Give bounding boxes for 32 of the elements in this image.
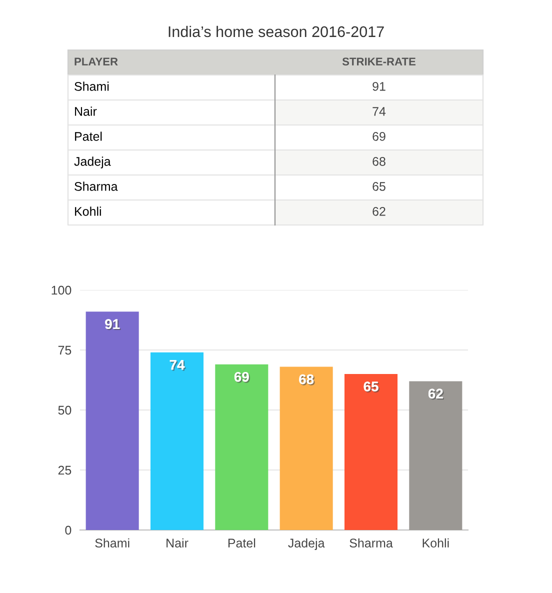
data-label: 68: [299, 374, 315, 386]
data-label: 65: [364, 382, 380, 393]
text: 69: [372, 132, 386, 141]
x-tick-label: Sharma: [350, 538, 393, 548]
category-label: Sharma: [74, 182, 118, 191]
chart-title: India’s home season 2016-2017: [168, 26, 384, 38]
text: 74: [372, 107, 386, 116]
x-tick-label: Jadeja: [288, 538, 325, 550]
text: 65: [372, 182, 386, 191]
x-tick-label: Patel: [228, 538, 256, 548]
text: STRIKE-RATE: [342, 58, 416, 66]
category-label: Shami: [74, 82, 109, 91]
category-label: Nair: [75, 106, 97, 116]
category-label: Jadeja: [74, 156, 111, 168]
data-label: 91: [105, 319, 121, 330]
x-tick-label: Kohli: [422, 538, 449, 548]
y-tick-label: 100: [52, 286, 72, 295]
y-tick-label: 25: [58, 466, 72, 475]
text: PLAYER: [74, 58, 118, 66]
x-tick-label: Nair: [166, 538, 188, 548]
text: 62: [372, 207, 386, 216]
y-tick-label: 75: [58, 346, 72, 355]
data-label: 69: [234, 372, 250, 383]
text: 68: [372, 157, 386, 166]
data-label: 74: [170, 360, 186, 371]
category-label: Kohli: [75, 206, 101, 216]
y-tick-label: 50: [58, 406, 72, 415]
x-tick-label: Shami: [95, 538, 130, 548]
category-label: Patel: [75, 132, 102, 141]
text: 91: [372, 82, 386, 91]
y-tick-label: 0: [65, 526, 72, 535]
data-label: 62: [428, 388, 444, 400]
